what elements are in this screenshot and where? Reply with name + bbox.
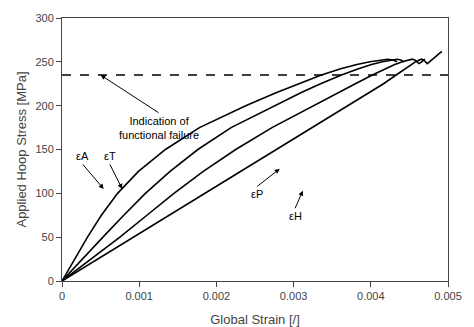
svg-text:0.004: 0.004: [357, 290, 385, 302]
svg-text:εP: εP: [251, 188, 263, 200]
svg-text:0.005: 0.005: [434, 290, 462, 302]
svg-text:Applied Hoop Stress [MPa]: Applied Hoop Stress [MPa]: [14, 71, 29, 227]
svg-text:0.002: 0.002: [203, 290, 231, 302]
svg-text:Indication offunctional failur: Indication offunctional failure: [119, 115, 199, 141]
svg-text:0: 0: [48, 275, 54, 287]
svg-text:εH: εH: [289, 210, 302, 222]
svg-text:250: 250: [35, 56, 53, 68]
svg-text:50: 50: [42, 231, 54, 243]
svg-text:0.003: 0.003: [280, 290, 308, 302]
svg-text:200: 200: [35, 100, 53, 112]
svg-text:0: 0: [59, 290, 65, 302]
svg-text:εA: εA: [76, 150, 89, 162]
svg-text:300: 300: [35, 12, 53, 24]
svg-text:Global Strain [/]: Global Strain [/]: [210, 312, 300, 327]
svg-text:εT: εT: [104, 150, 116, 162]
svg-text:100: 100: [35, 187, 53, 199]
svg-text:150: 150: [35, 143, 53, 155]
svg-text:0.001: 0.001: [125, 290, 153, 302]
